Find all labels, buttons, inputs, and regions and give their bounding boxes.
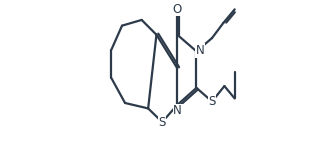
Text: S: S (208, 95, 216, 108)
Text: N: N (195, 44, 204, 57)
Text: O: O (173, 3, 182, 16)
Text: N: N (173, 104, 182, 117)
Text: S: S (158, 116, 166, 129)
